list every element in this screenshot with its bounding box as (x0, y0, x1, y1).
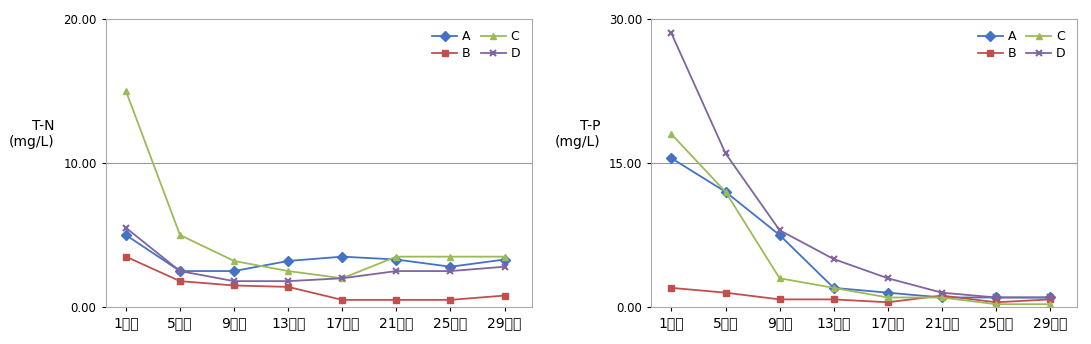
C (389, 255, 403, 259)
Line: D: D (668, 30, 1054, 301)
D (664, 31, 678, 35)
C (719, 190, 732, 194)
D (990, 295, 1003, 300)
B (336, 298, 349, 302)
Legend: A, B, C, D: A, B, C, D (972, 25, 1071, 65)
A (173, 269, 187, 273)
B (935, 293, 948, 298)
D (173, 269, 187, 273)
C (882, 295, 895, 300)
B (664, 286, 678, 290)
A (444, 265, 457, 269)
Y-axis label: T-N
(mg/L): T-N (mg/L) (9, 119, 55, 149)
Y-axis label: T-P
(mg/L): T-P (mg/L) (554, 119, 600, 149)
Line: B: B (122, 253, 508, 303)
D (336, 276, 349, 280)
D (774, 228, 787, 232)
C (336, 276, 349, 280)
A (990, 295, 1003, 300)
Line: C: C (668, 131, 1054, 308)
Line: A: A (668, 155, 1054, 301)
B (119, 255, 132, 259)
D (389, 269, 403, 273)
A (719, 190, 732, 194)
B (389, 298, 403, 302)
C (444, 255, 457, 259)
A (935, 295, 948, 300)
B (173, 279, 187, 283)
D (281, 279, 295, 283)
Line: C: C (122, 87, 508, 282)
C (827, 286, 840, 290)
B (497, 293, 511, 298)
C (119, 89, 132, 93)
D (497, 265, 511, 269)
A (1043, 295, 1056, 300)
D (444, 269, 457, 273)
B (827, 297, 840, 301)
A (228, 269, 241, 273)
A (119, 233, 132, 237)
A (774, 233, 787, 237)
B (882, 300, 895, 304)
D (119, 226, 132, 230)
D (935, 291, 948, 295)
Line: B: B (668, 284, 1054, 306)
A (281, 259, 295, 263)
Line: D: D (122, 224, 508, 284)
C (774, 276, 787, 280)
B (228, 283, 241, 288)
C (1043, 302, 1056, 306)
A (882, 291, 895, 295)
C (497, 255, 511, 259)
C (990, 302, 1003, 306)
C (935, 295, 948, 300)
C (228, 259, 241, 263)
B (1043, 297, 1056, 301)
D (827, 257, 840, 261)
A (664, 156, 678, 160)
A (827, 286, 840, 290)
A (389, 257, 403, 261)
D (228, 279, 241, 283)
D (1043, 295, 1056, 300)
B (774, 297, 787, 301)
Line: A: A (122, 232, 508, 275)
Legend: A, B, C, D: A, B, C, D (427, 25, 526, 65)
B (281, 285, 295, 289)
C (173, 233, 187, 237)
C (664, 132, 678, 136)
B (444, 298, 457, 302)
B (719, 291, 732, 295)
A (497, 257, 511, 261)
D (882, 276, 895, 280)
C (281, 269, 295, 273)
A (336, 255, 349, 259)
B (990, 300, 1003, 304)
D (719, 151, 732, 155)
